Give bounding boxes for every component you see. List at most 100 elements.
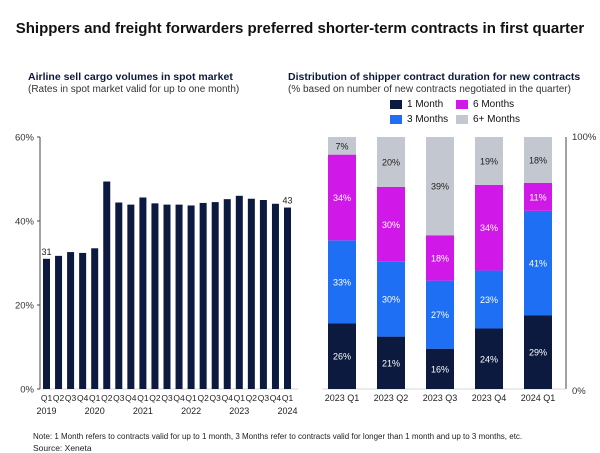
left-x-tick-label: Q2 [149, 393, 161, 403]
left-year-label: 2019 [36, 406, 56, 416]
contract-segment-label: 33% [333, 277, 351, 287]
spot-volume-bar [175, 204, 183, 389]
spot-volume-bar [247, 198, 255, 389]
contract-segment-3-months [377, 261, 405, 337]
contract-segment-6plus-months [426, 137, 454, 236]
legend-swatch-3-months [390, 115, 402, 124]
contract-segment-3-months [475, 270, 503, 329]
right-y-tick-label-100: 100% [572, 132, 597, 143]
left-y-tick-label: 0% [20, 385, 34, 396]
contract-segment-label: 30% [382, 220, 400, 230]
left-chart-title: Airline sell cargo volumes in spot marke… [28, 71, 233, 83]
spot-volume-bar [199, 202, 207, 389]
contract-segment-label: 16% [431, 364, 449, 374]
main-title: Shippers and freight forwarders preferre… [15, 20, 585, 37]
contract-segment-label: 30% [382, 295, 400, 305]
left-x-tick-label: Q4 [270, 393, 282, 403]
right-x-tick-label: 2023 Q4 [472, 393, 507, 403]
contract-segment-1-month [524, 315, 552, 389]
right-x-tick-label: 2023 Q3 [423, 393, 458, 403]
contract-segment-3-months [426, 280, 454, 349]
legend-item-6-months: 6 Months [456, 99, 514, 110]
left-x-tick-label: Q2 [246, 393, 258, 403]
left-x-tick-label: Q3 [210, 393, 222, 403]
left-x-tick-label: Q4 [77, 393, 89, 403]
footnote: Note: 1 Month refers to contracts valid … [33, 432, 523, 441]
legend-label-1-month: 1 Month [407, 99, 444, 110]
contract-segment-6plus-months [377, 137, 405, 187]
spot-volume-bar [271, 203, 279, 389]
legend-item-6plus-months: 6+ Months [456, 114, 520, 125]
right-x-tick-label: 2023 Q2 [374, 393, 409, 403]
spot-volume-bar [103, 181, 111, 389]
spot-volume-bar [187, 205, 195, 389]
contract-segment-label: 24% [480, 354, 498, 364]
contract-segment-6-months [426, 235, 454, 281]
contract-segment-3-months [328, 240, 356, 324]
contract-segment-1-month [328, 323, 356, 389]
spot-volume-bar [235, 195, 243, 389]
spot-volume-bar [91, 248, 99, 389]
legend-item-3-months: 3 Months [390, 114, 448, 125]
left-x-tick-label: Q4 [125, 393, 137, 403]
contract-segment-6plus-months [475, 137, 503, 185]
contract-segment-1-month [475, 328, 503, 389]
left-y-tick-label: 40% [15, 217, 35, 228]
contract-segment-label: 18% [529, 155, 547, 165]
left-x-tick-label: Q2 [197, 393, 209, 403]
contract-segment-6-months [328, 154, 356, 241]
contract-segment-6-months [524, 182, 552, 211]
legend-swatch-6-months [456, 100, 468, 109]
contract-segment-label: 39% [431, 182, 449, 192]
left-x-tick-label: Q1 [234, 393, 246, 403]
left-x-tick-label: Q1 [41, 393, 53, 403]
left-x-tick-label: Q1 [282, 393, 294, 403]
contract-segment-label: 41% [529, 259, 547, 269]
contract-segment-6-months [377, 186, 405, 262]
spot-volume-bar [211, 202, 219, 389]
left-x-tick-label: Q1 [137, 393, 149, 403]
contract-segment-label: 26% [333, 352, 351, 362]
left-year-label: 2024 [277, 406, 297, 416]
contract-segment-label: 34% [333, 193, 351, 203]
legend-label-6plus-months: 6+ Months [473, 114, 520, 125]
spot-volume-bar [163, 204, 171, 389]
right-y-tick-label-0: 0% [572, 386, 586, 397]
left-y-tick-label: 60% [15, 133, 35, 144]
left-year-label: 2022 [181, 406, 201, 416]
spot-volume-bar [284, 207, 291, 389]
left-x-tick-label: Q3 [258, 393, 270, 403]
left-x-tick-label: Q1 [89, 393, 101, 403]
left-year-label: 2021 [133, 406, 153, 416]
left-year-label: 2023 [229, 406, 249, 416]
legend-item-1-month: 1 Month [390, 99, 443, 110]
source-label: Source: Xeneta [33, 443, 92, 453]
left-x-tick-label: Q3 [65, 393, 77, 403]
spot-volume-bar [79, 252, 87, 389]
left-y-tick-label: 20% [15, 301, 35, 312]
left-chart-subtitle: (Rates in spot market valid for up to on… [28, 84, 240, 95]
left-x-tick-label: Q3 [113, 393, 125, 403]
contract-segment-label: 29% [529, 348, 547, 358]
spot-volume-bar [127, 204, 135, 389]
right-x-tick-label: 2024 Q1 [521, 393, 556, 403]
spot-volume-bar [67, 252, 75, 389]
spot-volume-bar [139, 197, 147, 389]
contract-segment-6plus-months [328, 137, 356, 155]
contract-segment-label: 34% [480, 223, 498, 233]
left-x-tick-label: Q2 [53, 393, 65, 403]
contract-segment-6plus-months [524, 137, 552, 183]
legend-swatch-1-month [390, 100, 402, 109]
contract-segment-3-months [524, 210, 552, 316]
legend-label-3-months: 3 Months [407, 114, 449, 125]
legend-swatch-6plus-months [456, 115, 468, 124]
left-x-tick-label: Q2 [101, 393, 113, 403]
left-x-tick-label: Q4 [173, 393, 185, 403]
right-chart-title: Distribution of shipper contract duratio… [288, 71, 581, 83]
contract-segment-1-month [426, 348, 454, 389]
spot-volume-bar [43, 258, 50, 389]
spot-volume-data-label: 43 [282, 196, 292, 206]
contract-segment-1-month [377, 336, 405, 389]
left-x-tick-label: Q4 [222, 393, 234, 403]
spot-volume-bar [259, 200, 267, 389]
